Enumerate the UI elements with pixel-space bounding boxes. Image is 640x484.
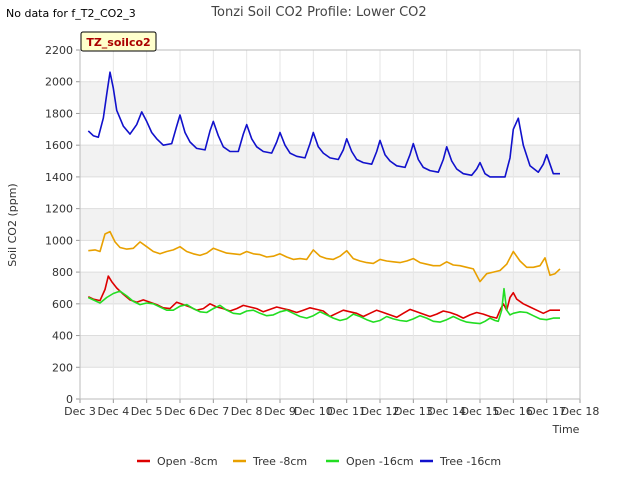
- chart-title: Tonzi Soil CO2 Profile: Lower CO2: [210, 5, 426, 20]
- x-tick-label-12: Dec 12: [361, 405, 400, 418]
- legend-item-tree-16cm: Tree -16cm: [420, 455, 501, 468]
- x-tick-label-5: Dec 5: [131, 405, 163, 418]
- axes: 0 200 400 600 800 1000 1200 1400 1600 1800 2000 220…: [45, 44, 599, 418]
- series-layer: [87, 71, 561, 325]
- x-tick-label-13: Dec 13: [394, 405, 433, 418]
- site-badge-label: TZ_soilco2: [86, 36, 150, 49]
- x-tick-label-10: Dec 10: [294, 405, 333, 418]
- band-200: [80, 335, 580, 368]
- x-tick-label-18: Dec 18: [561, 405, 600, 418]
- band-1000: [80, 208, 580, 241]
- legend-label-open-16cm: Open -16cm: [346, 455, 414, 468]
- series-line-tree-8cm: [88, 230, 561, 283]
- x-tick-label-6: Dec 6: [164, 405, 196, 418]
- y-tick-label-2000: 2000: [45, 76, 73, 89]
- plot-frame: [79, 49, 581, 400]
- x-axis-label: Time: [552, 423, 580, 436]
- y-tick-label-1600: 1600: [45, 139, 73, 152]
- y-tick-label-1000: 1000: [45, 234, 73, 247]
- y-tick-label-800: 800: [52, 266, 73, 279]
- y-tick-label-0: 0: [66, 393, 73, 406]
- x-tick-label-11: Dec 11: [327, 405, 366, 418]
- band-1400: [80, 145, 580, 177]
- series-line-open-16cm: [87, 287, 560, 325]
- y-tick-label-600: 600: [52, 298, 73, 311]
- y-tick-label-400: 400: [52, 330, 73, 343]
- x-tick-label-16: Dec 16: [494, 405, 533, 418]
- y-tick-label-1400: 1400: [45, 171, 73, 184]
- y-tick-label-1800: 1800: [45, 107, 73, 120]
- site-badge: TZ_soilco2: [80, 31, 157, 52]
- x-tick-label-3: Dec 3: [64, 405, 96, 418]
- legend: Open -8cm Tree -8cm Open -16cm Tree -16cm: [137, 455, 501, 468]
- x-tick-label-7: Dec 7: [197, 405, 229, 418]
- legend-item-open-8cm: Open -8cm: [137, 455, 218, 468]
- legend-label-tree-8cm: Tree -8cm: [252, 455, 307, 468]
- band-600: [80, 272, 580, 304]
- series-line-tree-16cm: [87, 71, 560, 178]
- y-tick-label-200: 200: [52, 361, 73, 374]
- x-tick-label-4: Dec 4: [97, 405, 129, 418]
- y-axis-label: Soil CO2 (ppm): [6, 183, 19, 266]
- x-tick-label-8: Dec 8: [231, 405, 263, 418]
- legend-label-tree-16cm: Tree -16cm: [439, 455, 501, 468]
- legend-item-tree-8cm: Tree -8cm: [233, 455, 307, 468]
- x-tick-label-14: Dec 14: [427, 405, 466, 418]
- x-tick-label-17: Dec 17: [527, 405, 566, 418]
- legend-label-open-8cm: Open -8cm: [157, 455, 218, 468]
- y-tick-label-1200: 1200: [45, 203, 73, 216]
- site-badge-box: [80, 31, 157, 52]
- x-tick-label-9: Dec 9: [264, 405, 296, 418]
- band-1800: [80, 81, 580, 114]
- legend-item-open-16cm: Open -16cm: [326, 455, 414, 468]
- background-bands: [80, 81, 580, 368]
- y-tick-label-2200: 2200: [45, 44, 73, 57]
- x-tick-label-15: Dec 15: [461, 405, 500, 418]
- no-data-note: No data for f_T2_CO2_3: [6, 7, 136, 20]
